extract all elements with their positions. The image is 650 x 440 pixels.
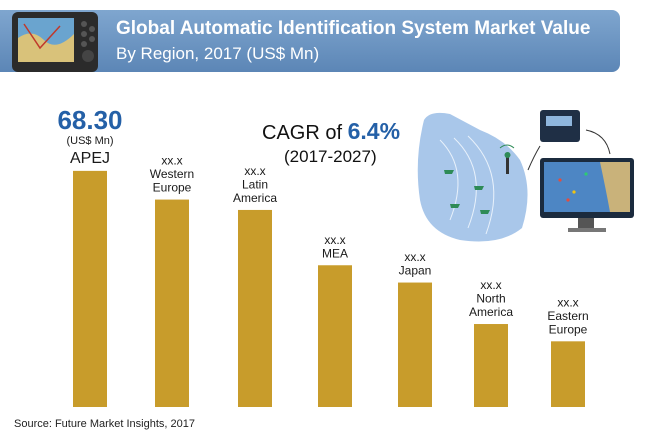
category-label: America	[469, 305, 513, 319]
bar-3	[318, 265, 352, 407]
category-label: MEA	[322, 246, 348, 260]
bar-1	[155, 199, 189, 407]
value-label: xx.x	[324, 233, 345, 247]
category-label: Eastern	[547, 309, 588, 323]
category-label: APEJ	[70, 150, 110, 167]
category-label: Latin	[242, 177, 268, 191]
title-banner	[0, 10, 620, 72]
value-label: xx.x	[480, 278, 501, 292]
chart-subtitle: By Region, 2017 (US$ Mn)	[116, 44, 320, 63]
cagr-value: 6.4%	[347, 118, 401, 144]
value-unit-label: (US$ Mn)	[66, 135, 113, 147]
chart-title: Global Automatic Identification System M…	[116, 18, 591, 39]
category-label: Japan	[399, 264, 432, 278]
bar-0	[73, 170, 107, 407]
cagr-prefix: CAGR of	[262, 122, 343, 144]
cagr-label: CAGR of 6.4%	[262, 118, 400, 145]
chartplotter-device-icon	[12, 12, 98, 72]
value-label: 68.30	[57, 105, 122, 135]
category-label: America	[233, 191, 277, 205]
source-note: Source: Future Market Insights, 2017	[14, 418, 195, 430]
value-label: xx.x	[557, 295, 578, 309]
value-label: xx.x	[161, 154, 182, 168]
bar-4	[398, 282, 432, 407]
bar-5	[474, 324, 508, 407]
ais-network-illustration	[417, 110, 634, 242]
value-label: xx.x	[244, 164, 265, 178]
category-label: Western	[150, 167, 194, 181]
bar-2	[238, 209, 272, 407]
value-label: xx.x	[404, 250, 425, 264]
category-label: North	[476, 292, 505, 306]
bar-6	[551, 341, 585, 407]
category-label: Europe	[549, 322, 588, 336]
cagr-period: (2017-2027)	[284, 147, 377, 166]
category-label: Europe	[153, 181, 192, 195]
